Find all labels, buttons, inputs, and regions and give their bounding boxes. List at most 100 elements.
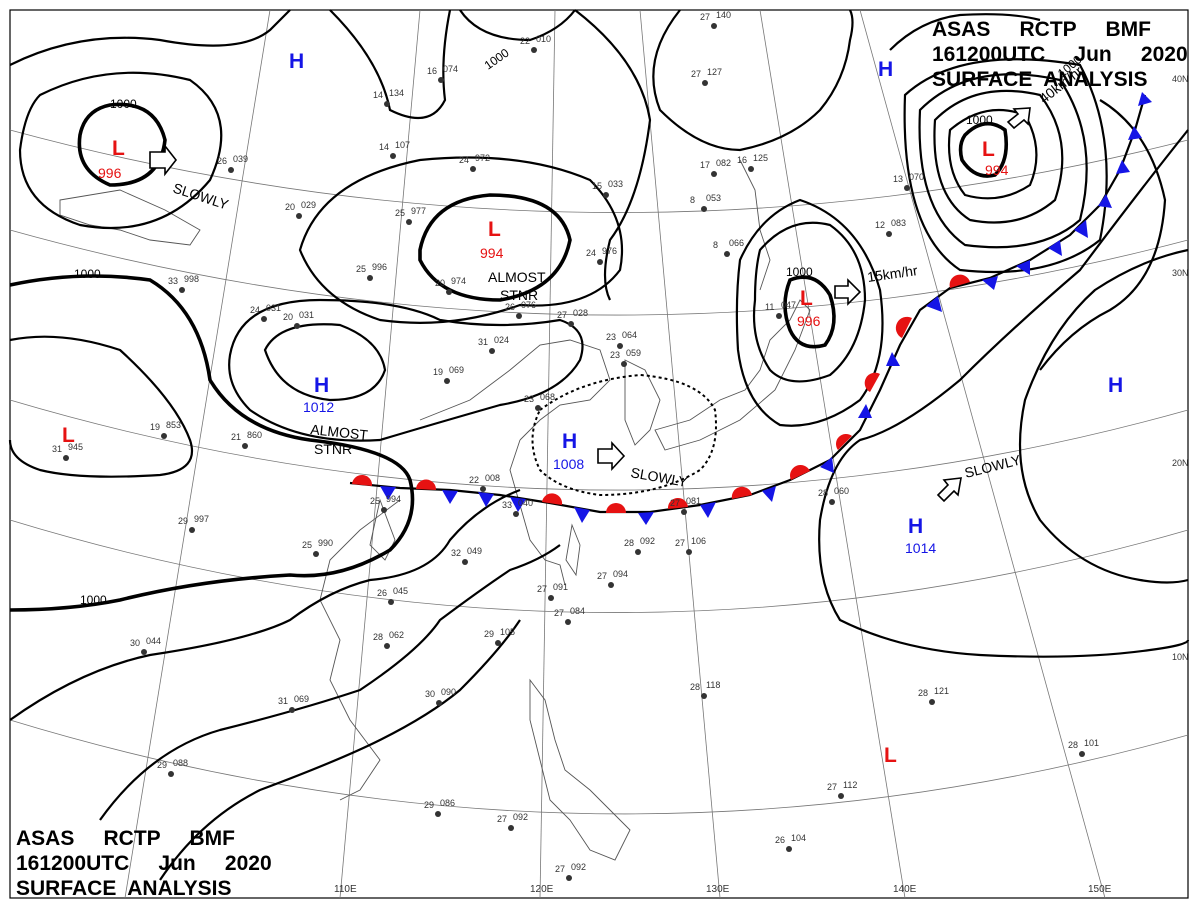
station-pressure: 107 (395, 140, 410, 150)
station-pressure: 028 (573, 308, 588, 318)
coastline-philippines (529, 678, 631, 861)
station-pressure: 860 (247, 430, 262, 440)
station-temperature: 32 (451, 548, 461, 558)
coastline-japan (654, 299, 811, 451)
high-pressure-symbol: H (908, 515, 923, 538)
low-pressure-symbol: L (112, 137, 125, 160)
grid-lat-line (9, 719, 1189, 815)
station-pressure: 977 (411, 206, 426, 216)
station-plot: 22 008 (469, 473, 500, 492)
stationary-front (349, 92, 1152, 525)
station-marker (296, 213, 302, 219)
station-marker (568, 321, 574, 327)
station-temperature: 27 (557, 310, 567, 320)
station-plot: 21 860 (231, 430, 262, 449)
station-marker (548, 595, 554, 601)
station-marker (748, 166, 754, 172)
station-marker (904, 185, 910, 191)
station-marker (686, 549, 692, 555)
station-pressure: 081 (686, 496, 701, 506)
isobar-low-center (418, 193, 572, 302)
station-plot: 8 053 (690, 193, 721, 212)
isobars (8, 9, 1190, 881)
station-pressure: 974 (451, 276, 466, 286)
cold-front-triangle (1098, 194, 1112, 208)
station-pressure: 125 (753, 153, 768, 163)
station-plot: 16 074 (427, 64, 458, 83)
station-temperature: 28 (624, 538, 634, 548)
station-marker (390, 153, 396, 159)
station-pressure: 024 (494, 335, 509, 345)
station-temperature: 27 (555, 864, 565, 874)
cold-front-triangle (700, 502, 716, 518)
station-plot: 31 069 (278, 694, 309, 713)
station-plot: 16 125 (737, 153, 768, 172)
station-plot: 20 029 (285, 200, 316, 219)
station-plot: 26 104 (775, 833, 806, 852)
header-bottom: ASAS RCTP BMF 161200UTC Jun 2020 SURFACE… (16, 827, 272, 900)
longitude-grid (124, 9, 1106, 899)
cold-front-triangle (1128, 126, 1142, 140)
station-temperature: 20 (283, 312, 293, 322)
station-pressure: 084 (570, 606, 585, 616)
motion-label: 15km/hr (866, 262, 919, 285)
station-marker (63, 455, 69, 461)
station-pressure: 053 (706, 193, 721, 203)
station-temperature: 27 (700, 12, 710, 22)
station-pressure: 121 (934, 686, 949, 696)
high-pressure-symbol: H (562, 430, 577, 453)
isobar (9, 488, 521, 721)
station-plot: 25 990 (302, 538, 333, 557)
station-temperature: 27 (675, 538, 685, 548)
station-plot: 19 069 (433, 365, 464, 384)
station-plot: 30 044 (130, 636, 161, 655)
cold-front-triangle (478, 492, 494, 507)
station-plot: 25 977 (395, 206, 426, 225)
station-temperature: 29 (157, 760, 167, 770)
isobar-1000-large (9, 274, 415, 612)
station-pressure: 066 (729, 238, 744, 248)
station-pressure: 033 (608, 179, 623, 189)
grid-lon-line (639, 9, 721, 899)
station-plot: 30 090 (425, 687, 456, 706)
station-plot: 23 064 (606, 330, 637, 349)
motion-arrow (597, 440, 626, 472)
station-marker (438, 77, 444, 83)
station-plot: 8 066 (713, 238, 744, 257)
low-pressure-symbol: L (800, 287, 813, 310)
header-top: ASAS RCTP BMF 161200UTC Jun 2020 SURFACE… (932, 18, 1188, 91)
lon-label-140e: 140E (893, 884, 917, 895)
station-marker (535, 405, 541, 411)
station-temperature: 28 (690, 682, 700, 692)
isobar (735, 198, 884, 427)
motion-label: SLOWLY (963, 451, 1023, 481)
header-bottom-line1: ASAS RCTP BMF (16, 827, 235, 850)
station-marker (435, 811, 441, 817)
station-pressure: 064 (622, 330, 637, 340)
isobar (574, 9, 652, 301)
station-marker (161, 433, 167, 439)
low-pressure-value: 994 (985, 162, 1009, 178)
station-pressure: 094 (613, 569, 628, 579)
station-temperature: 22 (469, 475, 479, 485)
cold-front-triangle (926, 296, 942, 312)
isobar-1000-low-northeast (958, 121, 1009, 178)
station-plot: 27 106 (675, 536, 706, 555)
warm-front-semicircle (949, 274, 970, 288)
station-plot: 28 092 (624, 536, 655, 555)
station-marker (565, 619, 571, 625)
station-marker (436, 700, 442, 706)
station-plot: 15 033 (592, 179, 623, 198)
station-marker (516, 313, 522, 319)
lat-label-30n: 30N (1172, 268, 1189, 278)
low-pressure-symbol: L (982, 138, 995, 161)
station-marker (603, 192, 609, 198)
station-temperature: 25 (395, 208, 405, 218)
station-plot: 31 024 (478, 335, 509, 354)
warm-front-semicircle (731, 486, 752, 499)
isobar (652, 9, 854, 152)
isobar (818, 129, 1190, 658)
station-pressure: 976 (602, 246, 617, 256)
warm-front-semicircle (667, 497, 688, 509)
motion-labels: SLOWLY ALMOST STNR ALMOST STNR SLOWLY SL… (171, 62, 1086, 490)
